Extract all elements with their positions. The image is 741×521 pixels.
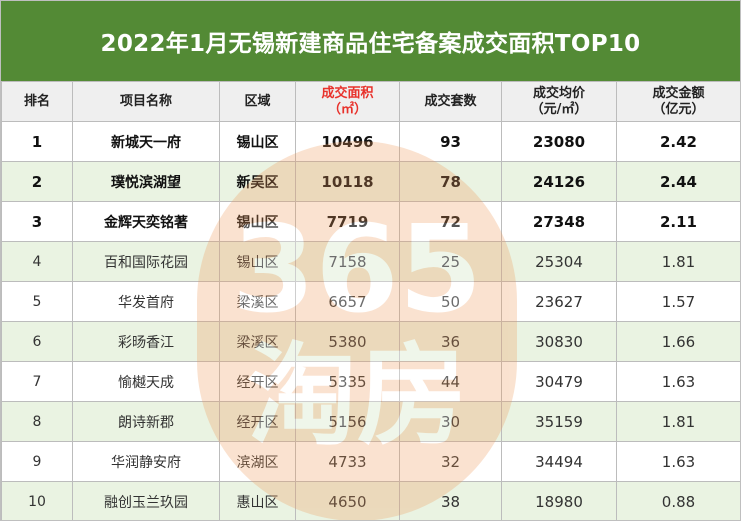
table-row: 3 金辉天奕铭著 锡山区 7719 72 27348 2.11 [1,201,740,242]
cell-rank: 9 [1,441,73,482]
cell-transaction-amount: 2.11 [616,201,740,242]
cell-rank: 8 [1,401,73,442]
cell-district: 惠山区 [219,481,296,520]
cell-project-name: 金辉天奕铭著 [72,201,220,242]
cell-transaction-amount: 0.88 [616,481,740,520]
cell-district: 新吴区 [219,161,296,202]
cell-units-sold: 30 [399,401,502,442]
cell-transaction-area: 4650 [295,481,400,520]
table-row: 7 愉樾天成 经开区 5335 44 30479 1.63 [1,361,740,402]
cell-transaction-area: 6657 [295,281,400,322]
table-row: 1 新城天一府 锡山区 10496 93 23080 2.42 [1,121,740,162]
cell-transaction-area: 10118 [295,161,400,202]
cell-district: 锡山区 [219,241,296,282]
header-amount-line1: 成交金额 [652,85,705,101]
header-rank: 排名 [1,81,73,122]
cell-transaction-amount: 1.63 [616,441,740,482]
table-row: 10 融创玉兰玖园 惠山区 4650 38 18980 0.88 [1,481,740,520]
table-row: 4 百和国际花园 锡山区 7158 25 25304 1.81 [1,241,740,282]
cell-units-sold: 38 [399,481,502,520]
header-row: 排名 项目名称 区域 成交面积 （㎡） 成交套数 成交均价 （元/㎡） 成交金额… [1,81,740,122]
cell-project-name: 华润静安府 [72,441,220,482]
cell-district: 梁溪区 [219,281,296,322]
cell-transaction-amount: 2.42 [616,121,740,162]
cell-rank: 1 [1,121,73,162]
cell-district: 经开区 [219,401,296,442]
cell-average-price: 30479 [501,361,617,402]
cell-transaction-area: 5380 [295,321,400,362]
cell-transaction-area: 5335 [295,361,400,402]
cell-transaction-area: 7719 [295,201,400,242]
cell-transaction-amount: 2.44 [616,161,740,202]
cell-transaction-area: 5156 [295,401,400,442]
cell-units-sold: 25 [399,241,502,282]
header-area-line1: 成交面积 [321,85,374,101]
cell-units-sold: 72 [399,201,502,242]
cell-average-price: 25304 [501,241,617,282]
cell-units-sold: 78 [399,161,502,202]
cell-transaction-area: 7158 [295,241,400,282]
cell-transaction-area: 10496 [295,121,400,162]
cell-rank: 2 [1,161,73,202]
header-price-unit: （元/㎡） [530,101,588,117]
cell-average-price: 23627 [501,281,617,322]
cell-project-name: 愉樾天成 [72,361,220,402]
cell-district: 锡山区 [219,201,296,242]
cell-project-name: 彩旸香江 [72,321,220,362]
cell-rank: 7 [1,361,73,402]
header-district: 区域 [219,81,296,122]
cell-rank: 6 [1,321,73,362]
header-project-name: 项目名称 [72,81,220,122]
header-transaction-area: 成交面积 （㎡） [295,81,400,122]
cell-rank: 4 [1,241,73,282]
cell-average-price: 27348 [501,201,617,242]
cell-project-name: 百和国际花园 [72,241,220,282]
cell-project-name: 新城天一府 [72,121,220,162]
cell-units-sold: 50 [399,281,502,322]
cell-project-name: 华发首府 [72,281,220,322]
cell-transaction-amount: 1.81 [616,241,740,282]
cell-transaction-amount: 1.66 [616,321,740,362]
cell-average-price: 35159 [501,401,617,442]
cell-average-price: 30830 [501,321,617,362]
cell-district: 梁溪区 [219,321,296,362]
cell-rank: 3 [1,201,73,242]
cell-transaction-amount: 1.63 [616,361,740,402]
cell-average-price: 23080 [501,121,617,162]
cell-district: 锡山区 [219,121,296,162]
cell-units-sold: 32 [399,441,502,482]
table-row: 5 华发首府 梁溪区 6657 50 23627 1.57 [1,281,740,322]
cell-district: 滨湖区 [219,441,296,482]
cell-rank: 5 [1,281,73,322]
header-area-unit: （㎡） [327,101,367,117]
table-row: 9 华润静安府 滨湖区 4733 32 34494 1.63 [1,441,740,482]
cell-average-price: 34494 [501,441,617,482]
ranking-table: 排名 项目名称 区域 成交面积 （㎡） 成交套数 成交均价 （元/㎡） 成交金额… [1,81,740,520]
header-transaction-amount: 成交金额 （亿元） [616,81,740,122]
cell-project-name: 融创玉兰玖园 [72,481,220,520]
cell-transaction-amount: 1.81 [616,401,740,442]
cell-units-sold: 93 [399,121,502,162]
header-units-sold: 成交套数 [399,81,502,122]
table-row: 6 彩旸香江 梁溪区 5380 36 30830 1.66 [1,321,740,362]
cell-project-name: 璞悦滨湖望 [72,161,220,202]
header-average-price: 成交均价 （元/㎡） [501,81,617,122]
cell-units-sold: 36 [399,321,502,362]
cell-transaction-area: 4733 [295,441,400,482]
cell-district: 经开区 [219,361,296,402]
cell-average-price: 24126 [501,161,617,202]
cell-average-price: 18980 [501,481,617,520]
cell-project-name: 朗诗新郡 [72,401,220,442]
table-title: 2022年1月无锡新建商品住宅备案成交面积TOP10 [1,1,740,81]
header-amount-unit: （亿元） [652,101,705,117]
cell-rank: 10 [1,481,73,520]
header-price-line1: 成交均价 [532,85,585,101]
table-row: 8 朗诗新郡 经开区 5156 30 35159 1.81 [1,401,740,442]
cell-transaction-amount: 1.57 [616,281,740,322]
table-row: 2 璞悦滨湖望 新吴区 10118 78 24126 2.44 [1,161,740,202]
cell-units-sold: 44 [399,361,502,402]
